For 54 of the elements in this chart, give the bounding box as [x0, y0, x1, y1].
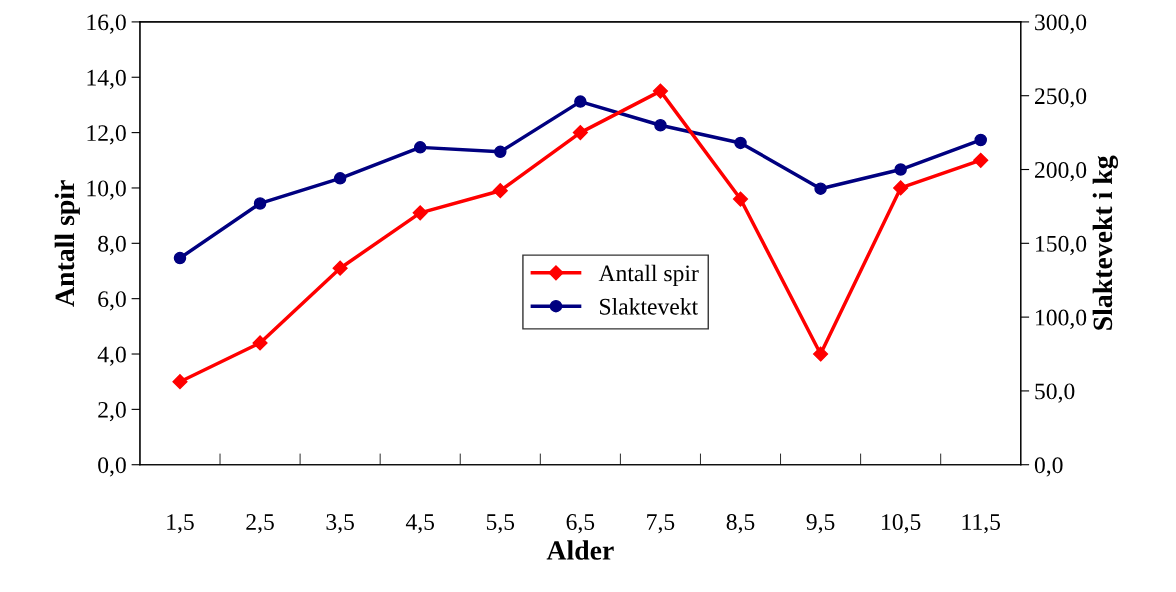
y-tick-label: 6,0 — [98, 291, 126, 311]
y2-tick-label: 150,0 — [1036, 235, 1087, 256]
point — [332, 260, 348, 276]
x-tick-label: 6,5 — [566, 514, 595, 534]
y-tick-label: 16,0 — [87, 14, 126, 34]
point — [412, 205, 428, 221]
x-tick-label: 7,5 — [647, 514, 675, 534]
y-axis-title: Antall spir — [54, 180, 80, 307]
y2-axis-title: Slaktevekt i kg — [1092, 155, 1119, 330]
point — [253, 197, 267, 210]
x-axis-title: Alder — [546, 540, 614, 560]
x-tick-label: 3,5 — [326, 514, 354, 534]
y2-tick-label: 250,0 — [1035, 88, 1087, 108]
point — [894, 163, 907, 176]
y-tick-label: 14,0 — [87, 69, 126, 90]
x-tick-label: 1,5 — [167, 514, 194, 534]
point — [734, 136, 747, 150]
y-tick-label: 0,0 — [98, 457, 126, 477]
legend-label: Antall spir — [598, 264, 699, 287]
point — [572, 125, 588, 141]
legend-label: Slaktevekt — [600, 298, 699, 315]
x-tick-label: 11,5 — [962, 514, 1001, 534]
point — [814, 182, 827, 195]
y2-tick-label: 100,0 — [1036, 309, 1087, 329]
point — [974, 133, 987, 147]
point — [494, 145, 507, 159]
y-tick-label: 4,0 — [97, 346, 126, 366]
point — [973, 152, 989, 168]
x-tick-label: 5,5 — [486, 514, 515, 534]
point — [492, 183, 508, 199]
point — [413, 141, 427, 154]
y-tick-label: 8,0 — [98, 235, 126, 256]
point — [574, 95, 587, 108]
x-tick-label: 10,5 — [882, 514, 921, 534]
y-tick-label: 10,0 — [87, 180, 126, 200]
x-tick-label: 9,5 — [806, 514, 835, 534]
y-tick-label: 2,0 — [98, 401, 126, 422]
point — [654, 118, 667, 132]
x-tick-label: 4,5 — [405, 514, 435, 534]
point — [252, 335, 268, 351]
y2-tick-label: 300,0 — [1035, 14, 1087, 34]
point — [652, 83, 669, 99]
point — [813, 346, 829, 362]
point — [893, 180, 909, 196]
point — [333, 172, 347, 185]
y2-tick-label: 0,0 — [1034, 457, 1063, 477]
x-tick-label: 8,5 — [726, 514, 755, 534]
point — [173, 251, 187, 265]
y2-tick-label: 50,0 — [1035, 383, 1075, 403]
point — [172, 374, 188, 390]
point — [732, 191, 749, 207]
x-tick-label: 2,5 — [246, 514, 274, 534]
y-tick-label: 12,0 — [87, 125, 126, 145]
y2-tick-label: 200,0 — [1035, 162, 1087, 182]
